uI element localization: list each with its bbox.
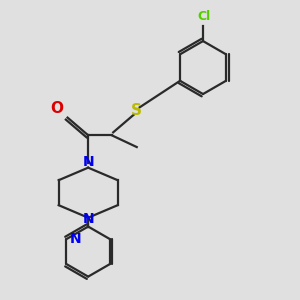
Text: N: N <box>82 155 94 169</box>
Text: N: N <box>82 212 94 226</box>
Text: S: S <box>131 103 142 118</box>
Text: O: O <box>50 101 63 116</box>
Text: N: N <box>70 232 82 246</box>
Text: Cl: Cl <box>198 10 211 23</box>
